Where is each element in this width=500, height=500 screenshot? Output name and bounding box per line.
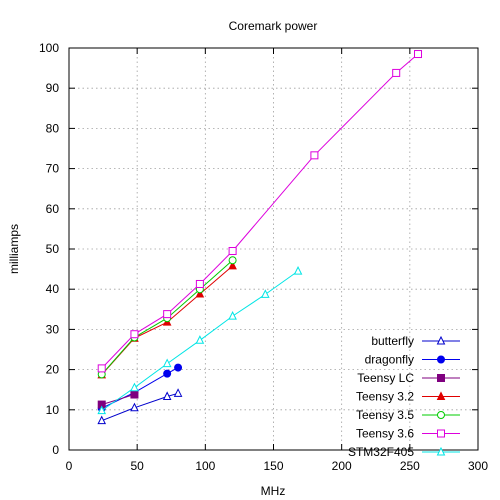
data-point [162,391,172,401]
data-point [414,50,423,59]
data-point [195,288,205,298]
y-tick-label: 70 [46,162,60,176]
data-point [436,335,446,345]
data-point [310,151,319,160]
legend-item: Teensy LC [357,371,460,385]
series-stm32f405 [97,265,303,415]
legend-item: dragonfly [365,353,460,367]
legend-label: Teensy 3.6 [356,427,414,441]
data-point [130,402,139,412]
data-point [436,446,446,456]
y-tick-label: 80 [46,121,60,135]
data-point [130,390,139,399]
x-tick-label: 0 [66,459,73,473]
axes: 0 50 100 150 200 250 300 0 10 20 30 40 50 60 70 80 90 100 [39,41,488,473]
x-tick-label: 150 [263,459,283,473]
data-point [97,415,107,425]
data-point [261,289,270,298]
data-point [173,388,183,397]
x-tick-label: 250 [400,459,420,473]
legend-label: butterfly [371,334,414,348]
data-point [195,335,205,344]
data-point [437,411,445,419]
legend: butterfly dragonfly Teensy LC Teensy 3.2 Tee… [348,334,460,459]
y-tick-label: 50 [46,242,60,256]
data-point [174,363,183,372]
data-point [392,68,401,77]
data-point [437,355,445,364]
legend-label: STM32F405 [348,445,414,459]
x-tick-label: 100 [195,459,215,473]
x-tick-label: 50 [130,459,144,473]
series-line [101,53,419,369]
legend-label: Teensy LC [357,371,414,385]
data-point [437,429,445,438]
legend-item: butterfly [371,334,460,348]
legend-item: Teensy 3.2 [356,390,460,404]
x-axis-label: MHz [261,484,286,498]
series-line [101,367,179,409]
data-point [163,310,172,319]
legend-item: Teensy 3.6 [356,427,460,441]
data-point [228,247,237,256]
legend-label: Teensy 3.2 [356,390,414,404]
data-point [436,391,446,400]
data-point [195,279,204,288]
y-tick-label: 40 [46,282,60,296]
data-point [162,358,172,368]
chart-title: Coremark power [229,19,318,33]
data-point [228,260,237,270]
legend-item: STM32F405 [348,445,460,459]
data-point [97,364,106,373]
y-tick-label: 10 [46,403,60,417]
x-tick-label: 200 [332,459,352,473]
series-butterfly [97,388,183,425]
data-point [130,330,139,339]
y-tick-label: 20 [46,363,60,377]
y-tick-label: 0 [52,443,59,457]
data-point [163,369,172,378]
series-line [101,392,179,422]
series-teensy-3-6 [97,50,423,373]
y-tick-label: 60 [46,202,60,216]
legend-label: Teensy 3.5 [356,408,414,422]
grid-lines [69,48,478,450]
series-group [97,50,423,425]
legend-item: Teensy 3.5 [356,408,460,422]
y-tick-label: 30 [46,322,60,336]
data-point [228,311,237,320]
x-tick-label: 300 [468,459,488,473]
data-point [228,256,237,265]
y-axis-label: milliamps [7,224,21,274]
data-point [293,265,303,275]
data-point [130,382,139,392]
y-tick-label: 90 [46,81,60,95]
legend-label: dragonfly [365,353,414,367]
data-point [97,405,107,415]
y-tick-label: 100 [39,41,59,55]
data-point [437,374,445,382]
